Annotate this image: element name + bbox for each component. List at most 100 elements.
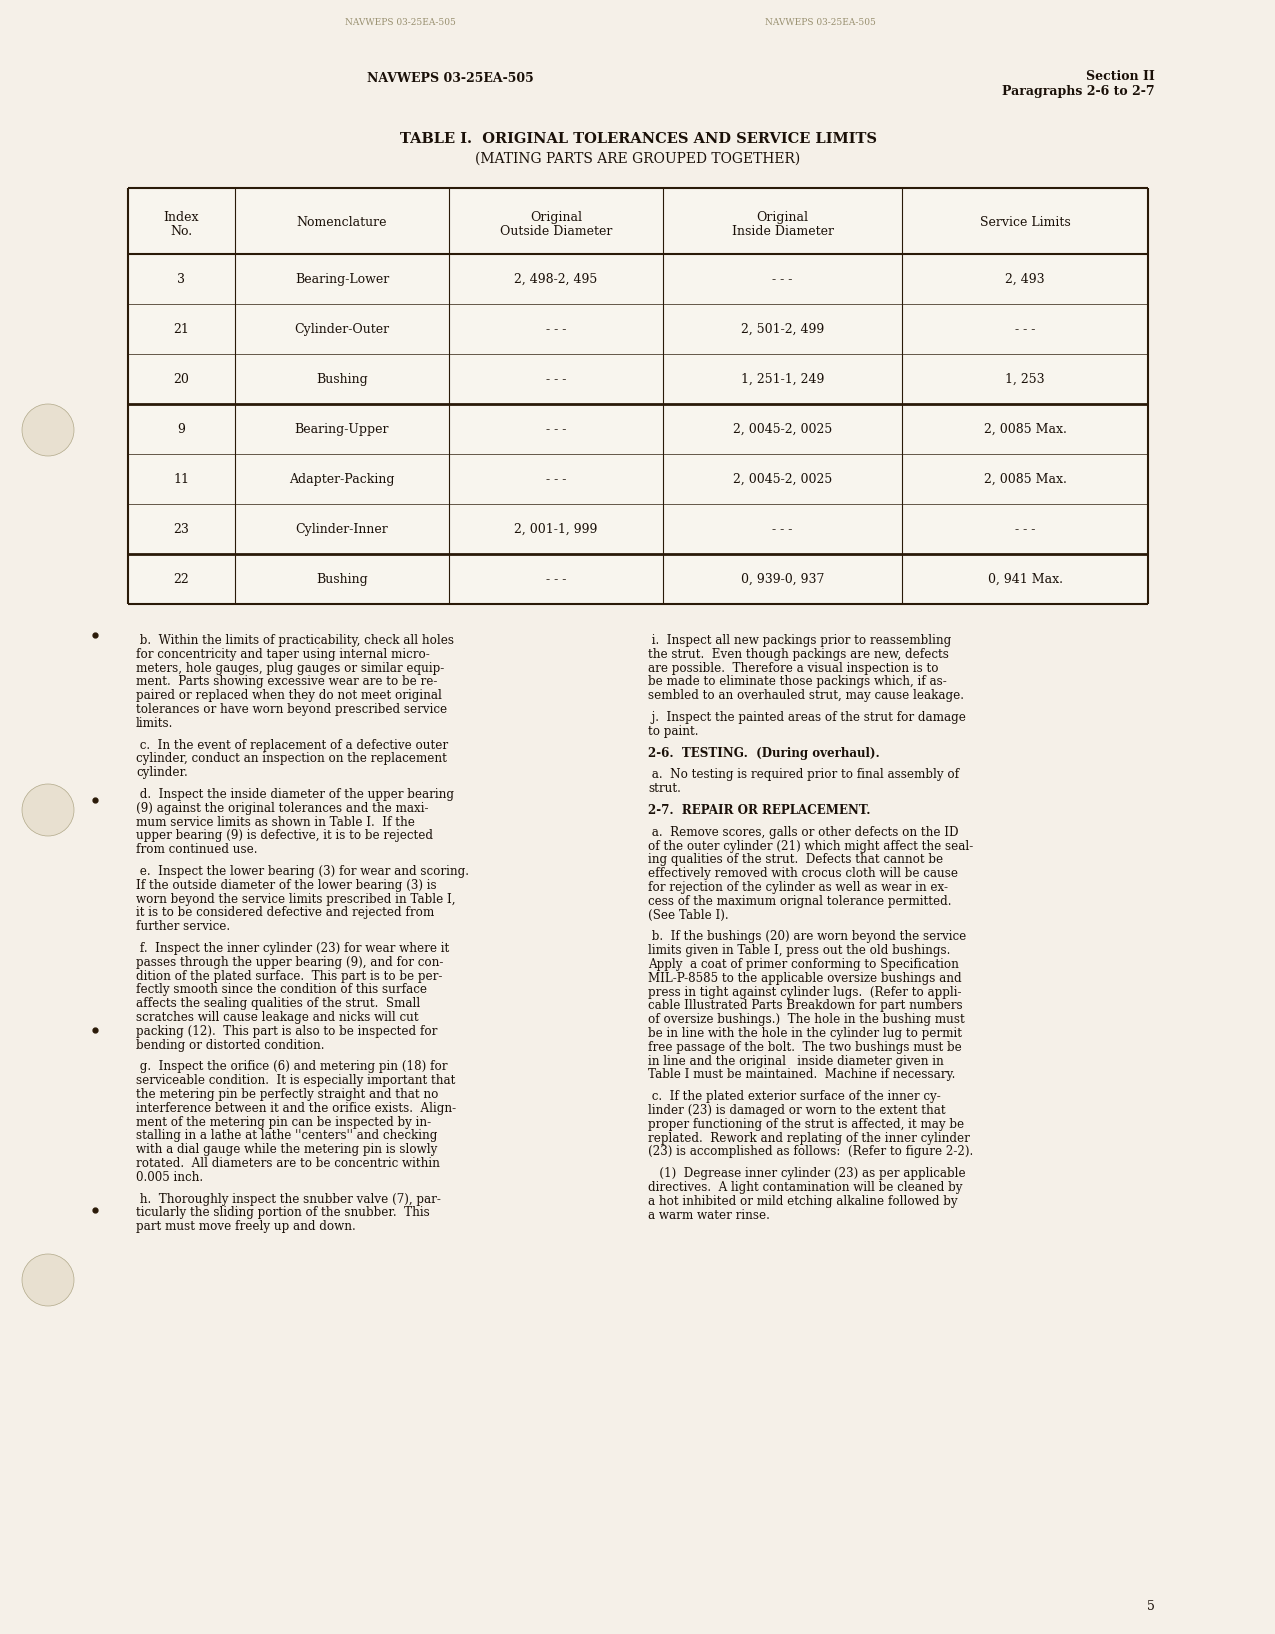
Text: a warm water rinse.: a warm water rinse.: [648, 1209, 770, 1222]
Text: meters, hole gauges, plug gauges or similar equip-: meters, hole gauges, plug gauges or simi…: [136, 662, 444, 675]
Text: 9: 9: [177, 423, 185, 436]
Text: d.  Inspect the inside diameter of the upper bearing: d. Inspect the inside diameter of the up…: [136, 788, 454, 801]
Text: serviceable condition.  It is especially important that: serviceable condition. It is especially …: [136, 1074, 455, 1087]
Text: 0, 939-0, 937: 0, 939-0, 937: [741, 574, 824, 587]
Text: ment of the metering pin can be inspected by in-: ment of the metering pin can be inspecte…: [136, 1116, 431, 1129]
Text: - - -: - - -: [546, 574, 566, 587]
Text: of the outer cylinder (21) which might affect the seal-: of the outer cylinder (21) which might a…: [648, 840, 973, 853]
Text: - - -: - - -: [546, 324, 566, 337]
Text: a.  No testing is required prior to final assembly of: a. No testing is required prior to final…: [648, 768, 959, 781]
Text: ing qualities of the strut.  Defects that cannot be: ing qualities of the strut. Defects that…: [648, 853, 944, 866]
Text: ment.  Parts showing excessive wear are to be re-: ment. Parts showing excessive wear are t…: [136, 675, 437, 688]
Text: 2-6.  TESTING.  (During overhaul).: 2-6. TESTING. (During overhaul).: [648, 747, 880, 760]
Text: MIL-P-8585 to the applicable oversize bushings and: MIL-P-8585 to the applicable oversize bu…: [648, 972, 961, 985]
Text: free passage of the bolt.  The two bushings must be: free passage of the bolt. The two bushin…: [648, 1041, 961, 1054]
Text: No.: No.: [171, 225, 193, 239]
Text: Apply  a coat of primer conforming to Specification: Apply a coat of primer conforming to Spe…: [648, 958, 959, 971]
Text: rotated.  All diameters are to be concentric within: rotated. All diameters are to be concent…: [136, 1157, 440, 1170]
Text: NAVWEPS 03-25EA-505: NAVWEPS 03-25EA-505: [344, 18, 455, 28]
Text: proper functioning of the strut is affected, it may be: proper functioning of the strut is affec…: [648, 1118, 964, 1131]
Text: Original: Original: [530, 211, 581, 224]
Text: from continued use.: from continued use.: [136, 843, 258, 856]
Text: i.  Inspect all new packings prior to reassembling: i. Inspect all new packings prior to rea…: [648, 634, 951, 647]
Text: Service Limits: Service Limits: [979, 216, 1071, 229]
Text: effectively removed with crocus cloth will be cause: effectively removed with crocus cloth wi…: [648, 868, 958, 881]
Text: linder (23) is damaged or worn to the extent that: linder (23) is damaged or worn to the ex…: [648, 1105, 946, 1118]
Text: a hot inhibited or mild etching alkaline followed by: a hot inhibited or mild etching alkaline…: [648, 1194, 958, 1208]
Text: bending or distorted condition.: bending or distorted condition.: [136, 1039, 325, 1052]
Text: (1)  Degrease inner cylinder (23) as per applicable: (1) Degrease inner cylinder (23) as per …: [648, 1167, 965, 1180]
Text: press in tight against cylinder lugs.  (Refer to appli-: press in tight against cylinder lugs. (R…: [648, 985, 961, 998]
Text: 1, 251-1, 249: 1, 251-1, 249: [741, 373, 824, 386]
Text: (MATING PARTS ARE GROUPED TOGETHER): (MATING PARTS ARE GROUPED TOGETHER): [476, 152, 801, 167]
Text: 2, 0085 Max.: 2, 0085 Max.: [983, 423, 1066, 436]
Text: in line and the original   inside diameter given in: in line and the original inside diameter…: [648, 1054, 944, 1067]
Text: directives.  A light contamination will be cleaned by: directives. A light contamination will b…: [648, 1181, 963, 1194]
Text: packing (12).  This part is also to be inspected for: packing (12). This part is also to be in…: [136, 1025, 437, 1038]
Text: worn beyond the service limits prescribed in Table I,: worn beyond the service limits prescribe…: [136, 892, 455, 905]
Text: cable Illustrated Parts Breakdown for part numbers: cable Illustrated Parts Breakdown for pa…: [648, 1000, 963, 1013]
Text: 2, 501-2, 499: 2, 501-2, 499: [741, 324, 824, 337]
Text: c.  If the plated exterior surface of the inner cy-: c. If the plated exterior surface of the…: [648, 1090, 941, 1103]
Text: NAVWEPS 03-25EA-505: NAVWEPS 03-25EA-505: [367, 72, 533, 85]
Text: upper bearing (9) is defective, it is to be rejected: upper bearing (9) is defective, it is to…: [136, 830, 434, 843]
Text: Bushing: Bushing: [316, 373, 368, 386]
Text: limits.: limits.: [136, 717, 173, 730]
Text: Index: Index: [163, 211, 199, 224]
Text: Section II: Section II: [1086, 70, 1155, 83]
Text: affects the sealing qualities of the strut.  Small: affects the sealing qualities of the str…: [136, 997, 421, 1010]
Text: ticularly the sliding portion of the snubber.  This: ticularly the sliding portion of the snu…: [136, 1206, 430, 1219]
Text: fectly smooth since the condition of this surface: fectly smooth since the condition of thi…: [136, 984, 427, 997]
Text: b.  Within the limits of practicability, check all holes: b. Within the limits of practicability, …: [136, 634, 454, 647]
Text: 11: 11: [173, 472, 190, 485]
Text: If the outside diameter of the lower bearing (3) is: If the outside diameter of the lower bea…: [136, 879, 436, 892]
Text: 20: 20: [173, 373, 190, 386]
Text: 23: 23: [173, 523, 190, 536]
Text: it is to be considered defective and rejected from: it is to be considered defective and rej…: [136, 907, 435, 920]
Text: Inside Diameter: Inside Diameter: [732, 225, 834, 239]
Text: 22: 22: [173, 574, 190, 587]
Text: sembled to an overhauled strut, may cause leakage.: sembled to an overhauled strut, may caus…: [648, 690, 964, 703]
Text: f.  Inspect the inner cylinder (23) for wear where it: f. Inspect the inner cylinder (23) for w…: [136, 941, 449, 954]
Text: TABLE I.  ORIGINAL TOLERANCES AND SERVICE LIMITS: TABLE I. ORIGINAL TOLERANCES AND SERVICE…: [399, 132, 876, 145]
Text: cylinder, conduct an inspection on the replacement: cylinder, conduct an inspection on the r…: [136, 752, 446, 765]
Text: to paint.: to paint.: [648, 725, 699, 739]
Text: 2, 0045-2, 0025: 2, 0045-2, 0025: [733, 472, 833, 485]
Text: Adapter-Packing: Adapter-Packing: [289, 472, 395, 485]
Text: for rejection of the cylinder as well as wear in ex-: for rejection of the cylinder as well as…: [648, 881, 949, 894]
Text: with a dial gauge while the metering pin is slowly: with a dial gauge while the metering pin…: [136, 1144, 437, 1157]
Text: - - -: - - -: [546, 423, 566, 436]
Text: 2, 498-2, 495: 2, 498-2, 495: [514, 273, 598, 286]
Text: the strut.  Even though packings are new, defects: the strut. Even though packings are new,…: [648, 647, 949, 660]
Circle shape: [22, 784, 74, 837]
Text: 2, 0045-2, 0025: 2, 0045-2, 0025: [733, 423, 833, 436]
Text: - - -: - - -: [773, 523, 793, 536]
Text: Bushing: Bushing: [316, 574, 368, 587]
Text: - - -: - - -: [1015, 523, 1035, 536]
Text: Bearing-Lower: Bearing-Lower: [295, 273, 389, 286]
Text: for concentricity and taper using internal micro-: for concentricity and taper using intern…: [136, 647, 430, 660]
Text: b.  If the bushings (20) are worn beyond the service: b. If the bushings (20) are worn beyond …: [648, 930, 966, 943]
Text: Table I must be maintained.  Machine if necessary.: Table I must be maintained. Machine if n…: [648, 1069, 955, 1082]
Bar: [128, 188, 1148, 605]
Text: - - -: - - -: [546, 472, 566, 485]
Text: 1, 253: 1, 253: [1005, 373, 1044, 386]
Text: be in line with the hole in the cylinder lug to permit: be in line with the hole in the cylinder…: [648, 1028, 963, 1039]
Text: strut.: strut.: [648, 783, 681, 796]
Text: e.  Inspect the lower bearing (3) for wear and scoring.: e. Inspect the lower bearing (3) for wea…: [136, 864, 469, 877]
Text: replated.  Rework and replating of the inner cylinder: replated. Rework and replating of the in…: [648, 1132, 970, 1144]
Text: Cylinder-Outer: Cylinder-Outer: [295, 324, 390, 337]
Text: are possible.  Therefore a visual inspection is to: are possible. Therefore a visual inspect…: [648, 662, 938, 675]
Text: - - -: - - -: [773, 273, 793, 286]
Text: a.  Remove scores, galls or other defects on the ID: a. Remove scores, galls or other defects…: [648, 825, 959, 838]
Text: g.  Inspect the orifice (6) and metering pin (18) for: g. Inspect the orifice (6) and metering …: [136, 1060, 448, 1074]
Text: 2-7.  REPAIR OR RE​PLACEMENT.: 2-7. REPAIR OR RE​PLACEMENT.: [648, 804, 871, 817]
Text: h.  Thoroughly inspect the snubber valve (7), par-: h. Thoroughly inspect the snubber valve …: [136, 1193, 441, 1206]
Text: cylinder.: cylinder.: [136, 766, 187, 779]
Text: limits given in Table I, press out the old bushings.: limits given in Table I, press out the o…: [648, 944, 950, 958]
Text: NAVWEPS 03-25EA-505: NAVWEPS 03-25EA-505: [765, 18, 876, 28]
Text: Nomenclature: Nomenclature: [297, 216, 388, 229]
Text: paired or replaced when they do not meet original: paired or replaced when they do not meet…: [136, 690, 442, 703]
Text: tolerances or have worn beyond prescribed service: tolerances or have worn beyond prescribe…: [136, 703, 448, 716]
Text: further service.: further service.: [136, 920, 230, 933]
